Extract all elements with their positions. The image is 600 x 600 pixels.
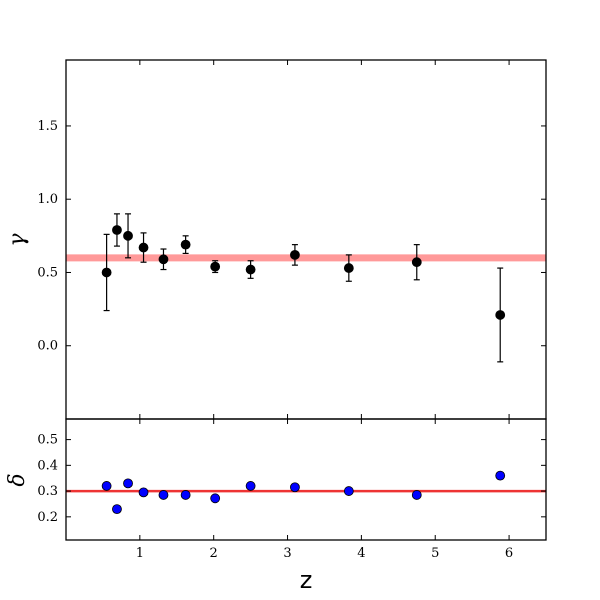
data-point xyxy=(123,478,133,489)
data-point xyxy=(343,263,354,273)
x-tick-label: 2 xyxy=(210,546,218,561)
y-tick-label: 0.4 xyxy=(37,458,58,473)
data-point xyxy=(180,490,191,500)
data-point xyxy=(138,487,149,498)
data-point xyxy=(245,264,256,275)
data-point xyxy=(495,470,506,481)
data-point xyxy=(158,490,169,500)
data-point xyxy=(411,257,422,268)
y-tick-label: 0.5 xyxy=(37,433,58,448)
gamma-panel: 0.0 0.5 1.0 1.5 xyxy=(37,59,547,420)
x-tick-label: 5 xyxy=(431,546,439,561)
y-tick-label: 0.0 xyxy=(37,339,58,354)
y-tick-label: 0.3 xyxy=(37,484,58,499)
y-tick-label: 0.5 xyxy=(37,265,58,280)
data-point xyxy=(411,490,422,500)
data-point xyxy=(112,225,122,235)
data-point xyxy=(101,267,112,278)
data-point xyxy=(290,482,300,493)
data-point xyxy=(495,310,506,320)
x-tick-label: 4 xyxy=(357,546,365,561)
data-point xyxy=(112,504,122,515)
data-point xyxy=(158,254,169,265)
x-tick-label: 1 xyxy=(136,546,144,561)
z-axis-label: z xyxy=(300,566,313,594)
x-tick-label: 6 xyxy=(505,546,513,561)
data-point xyxy=(210,261,221,272)
data-point xyxy=(210,493,221,504)
x-tick-label: 3 xyxy=(283,546,291,561)
plot-frame xyxy=(65,59,547,420)
data-point xyxy=(123,230,133,241)
data-point xyxy=(343,486,354,496)
data-point xyxy=(290,249,300,260)
data-point xyxy=(180,239,191,250)
delta-panel: 0.2 0.3 0.4 0.5 1 2 3 4 5 6 xyxy=(37,418,547,561)
plot-frame xyxy=(65,418,547,541)
data-point xyxy=(138,242,149,253)
delta-axis-label: δ xyxy=(5,473,30,486)
gamma-axis-label: γ xyxy=(5,233,30,247)
data-point xyxy=(101,481,112,491)
y-tick-label: 1.0 xyxy=(37,192,58,207)
y-tick-label: 1.5 xyxy=(37,119,58,134)
y-tick-label: 0.2 xyxy=(37,510,58,525)
data-point xyxy=(245,481,256,491)
